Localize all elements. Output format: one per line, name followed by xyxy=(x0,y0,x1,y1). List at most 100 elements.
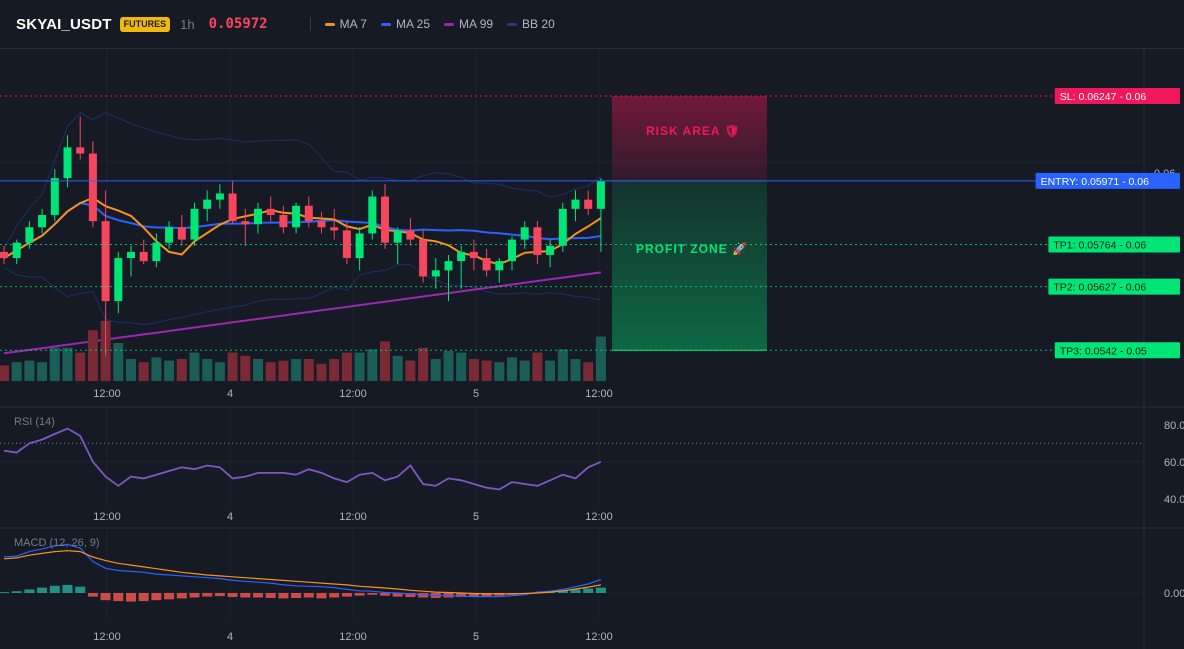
risk-area-label: RISK AREA 🛡 xyxy=(646,124,741,138)
macd-histogram-bar xyxy=(570,589,581,593)
candle-body xyxy=(215,193,224,200)
candle-body xyxy=(177,227,186,240)
macd-histogram-bar xyxy=(341,593,352,597)
volume-bar xyxy=(380,341,390,381)
rsi-tick-label: 60.00 xyxy=(1164,457,1184,469)
candle-body xyxy=(317,221,326,228)
macd-histogram-bar xyxy=(138,593,149,602)
macd-histogram-bar xyxy=(329,593,340,598)
macd-histogram-bar xyxy=(75,586,86,593)
macd-histogram-bar xyxy=(100,593,111,601)
volume-bar xyxy=(214,362,225,381)
time-axis-label: 12:00 xyxy=(585,388,613,400)
candle-body xyxy=(165,227,174,243)
time-axis-label: 4 xyxy=(227,388,233,400)
tp1-label: TP1: 0.05764 - 0.06 xyxy=(1053,240,1146,252)
macd-histogram-bar xyxy=(253,593,263,598)
volume-bar xyxy=(392,355,403,381)
candle-body xyxy=(533,227,542,255)
candle-body xyxy=(571,199,580,209)
volume-bar xyxy=(341,352,352,381)
sl-tag xyxy=(1054,88,1180,105)
profit-zone xyxy=(612,180,767,351)
macd-histogram-bar xyxy=(595,587,606,593)
volume-bar xyxy=(443,351,454,381)
volume-bar xyxy=(113,343,124,381)
volume-bar xyxy=(595,336,606,381)
legend-swatch-ma99 xyxy=(444,22,455,26)
macd-histogram-bar xyxy=(227,593,238,598)
timeframe-label[interactable]: 1h xyxy=(180,16,195,32)
volume-bar xyxy=(481,360,492,381)
candle-body xyxy=(203,199,212,209)
volume-bar xyxy=(583,362,594,381)
volume-bar xyxy=(176,359,187,381)
volume-bar xyxy=(405,360,416,381)
volume-bar xyxy=(519,360,530,381)
volume-bar xyxy=(189,352,200,381)
last-price: 0.05972 xyxy=(208,16,268,32)
legend-label-ma7: MA 7 xyxy=(339,17,367,31)
candle-body xyxy=(355,233,364,259)
macd-histogram-bar xyxy=(151,593,162,601)
candle-body xyxy=(419,239,428,277)
candle-body xyxy=(38,215,47,228)
ma25-line xyxy=(3,202,602,259)
symbol-title[interactable]: SKYAI_USDT xyxy=(16,15,112,33)
rsi-line xyxy=(3,427,602,491)
candle-body xyxy=(76,147,85,154)
tp3-tag xyxy=(1054,342,1180,359)
macd-histogram-bar xyxy=(240,593,251,598)
time-axis-label: 5 xyxy=(473,511,479,523)
macd-histogram-bar xyxy=(456,593,467,598)
candle-body xyxy=(304,205,313,222)
macd-histogram-bar xyxy=(468,593,479,597)
legend-swatch-ma7 xyxy=(324,22,335,26)
candle-body xyxy=(330,227,339,231)
rsi-title: RSI (14) xyxy=(14,416,55,428)
legend-bb20[interactable]: BB 20 xyxy=(507,17,555,31)
legend-ma7[interactable]: MA 7 xyxy=(324,17,367,31)
macd-signal-line xyxy=(3,550,602,595)
macd-histogram-bar xyxy=(265,593,276,598)
volume-bar xyxy=(62,347,73,381)
volume-bar xyxy=(164,360,175,381)
macd-histogram-bar xyxy=(37,587,48,593)
candle-body xyxy=(152,242,161,262)
volume-bar xyxy=(138,362,149,381)
volume-bar xyxy=(456,352,467,381)
candle-body xyxy=(292,205,301,228)
legend-ma25[interactable]: MA 25 xyxy=(380,17,430,31)
candle-body xyxy=(381,196,389,243)
rsi-tick-label: 40.00 xyxy=(1164,494,1184,506)
macd-histogram-bar xyxy=(354,593,365,596)
macd-histogram-bar xyxy=(303,593,314,598)
entry-tag xyxy=(1035,172,1180,189)
legend-label-ma99: MA 99 xyxy=(459,17,494,31)
chart-header: SKYAI_USDT FUTURES 1h 0.05972 MA 7 MA 25… xyxy=(0,0,1184,49)
candle-body xyxy=(12,242,21,259)
volume-bar xyxy=(494,362,505,381)
tp2-tag xyxy=(1048,278,1180,295)
time-axis-label: 12:00 xyxy=(93,511,121,523)
candle-body xyxy=(520,227,529,240)
header-divider xyxy=(309,17,311,31)
volume-bar xyxy=(291,359,302,381)
volume-bar xyxy=(0,365,9,381)
volume-bar xyxy=(532,352,543,381)
volume-bar xyxy=(75,352,86,381)
tp2-label: TP2: 0.05627 - 0.06 xyxy=(1053,282,1146,294)
macd-histogram-bar xyxy=(49,585,60,593)
time-axis-label: 5 xyxy=(473,631,479,643)
macd-histogram-bar xyxy=(316,593,327,599)
tp3-label: TP3: 0.0542 - 0.05 xyxy=(1060,345,1147,357)
time-axis-label: 12:00 xyxy=(585,631,613,643)
candle-body xyxy=(406,230,415,240)
legend-ma99[interactable]: MA 99 xyxy=(444,17,493,31)
macd-tick-label: 0.00 xyxy=(1164,588,1184,600)
candle-body xyxy=(596,181,605,209)
macd-histogram-bar xyxy=(164,593,175,600)
volume-bar xyxy=(303,359,314,381)
candle-body xyxy=(469,251,478,259)
